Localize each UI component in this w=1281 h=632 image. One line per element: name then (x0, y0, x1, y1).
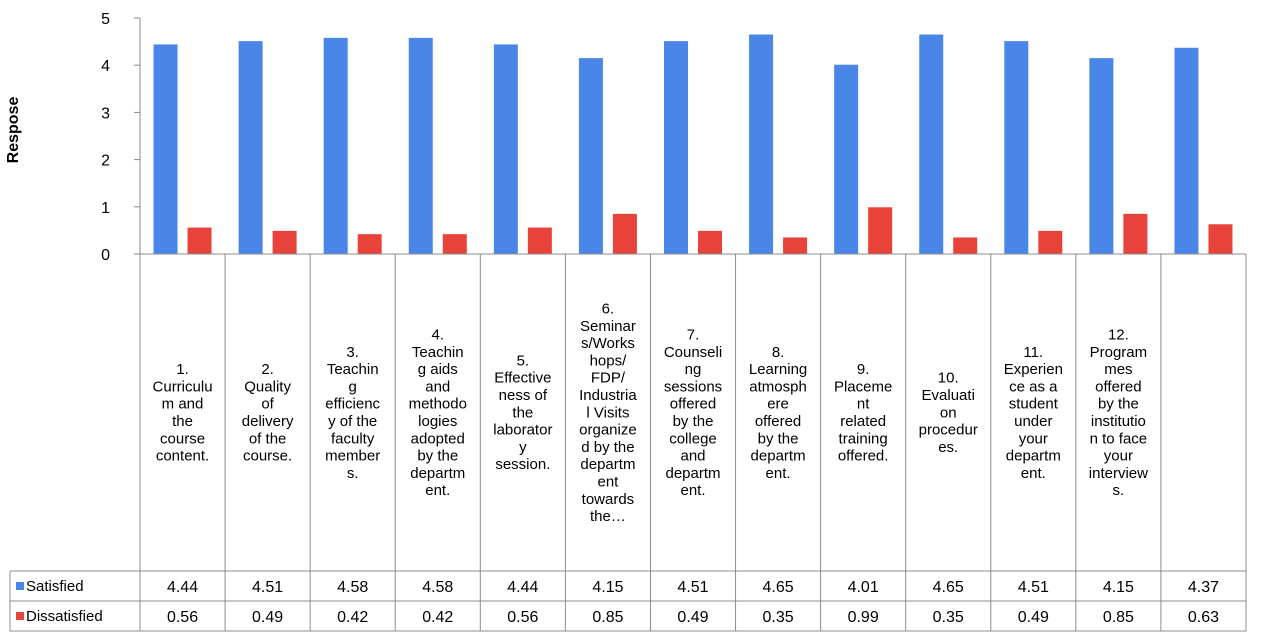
bar-satisfied (834, 64, 859, 254)
y-tick-label: 2 (101, 153, 110, 170)
data-label: 0.56 (167, 609, 198, 626)
bar-satisfied (919, 34, 944, 254)
data-table: 1. Curriculu m and the course content. 2. Quali… (9, 253, 1247, 632)
y-tick-label: 5 (101, 11, 110, 28)
data-label: 4.15 (1103, 579, 1134, 596)
y-tick-label: 0 (101, 247, 110, 264)
data-label: 0.49 (1018, 609, 1049, 626)
bar-dissatisfied (187, 227, 212, 254)
data-label: 4.37 (1188, 579, 1219, 596)
data-label: 4.01 (848, 579, 879, 596)
bars (153, 34, 1233, 255)
data-label: 0.56 (507, 609, 538, 626)
category-label: 3. Teachin g efficienc y of the faculty member… (325, 344, 380, 482)
data-label: 4.65 (933, 579, 964, 596)
bar-satisfied (578, 58, 603, 255)
bar-satisfied (749, 34, 774, 254)
y-axis-label: Respose (5, 97, 22, 164)
category-label: 8. Learning atmosph ere offered by the departm… (749, 344, 807, 482)
data-label: 0.85 (592, 609, 623, 626)
category-label: 7. Counseli ng sessions offered by the college… (664, 326, 722, 499)
category-label: 12. Program mes offered by the institutio n to… (1089, 326, 1148, 499)
data-label: 0.63 (1188, 609, 1219, 626)
bar-dissatisfied (953, 237, 978, 254)
legend-swatch-dissatisfied (16, 612, 24, 620)
bar-dissatisfied (357, 234, 382, 254)
bar-satisfied (1004, 41, 1029, 255)
category-label: 9. Placeme nt related training offered. (834, 361, 892, 465)
bar-satisfied (493, 44, 518, 254)
y-tick-label: 4 (101, 58, 110, 75)
legend-label-satisfied: Satisfied (26, 578, 84, 595)
data-label: 4.58 (422, 579, 453, 596)
category-label: 6. Seminar s/Works hops/FDP/Industria l Visi… (579, 301, 637, 526)
y-axis: 0 1 2 3 4 5 (101, 11, 141, 264)
legend-label-dissatisfied: Dissatisfied (26, 608, 103, 625)
data-label: 4.44 (507, 579, 538, 596)
data-label: 4.15 (592, 579, 623, 596)
data-label: 0.49 (677, 609, 708, 626)
bar-satisfied (664, 41, 688, 255)
bar-dissatisfied (1038, 230, 1063, 254)
category-label: 1. Curriculu m and the course content. (153, 361, 213, 465)
category-label: 4. Teachin g aids and methodo logies adopted by… (409, 326, 467, 499)
bar-dissatisfied (527, 227, 552, 254)
bar-satisfied (238, 41, 263, 255)
bar-dissatisfied (272, 230, 297, 254)
data-label: 0.42 (422, 609, 453, 626)
data-label: 0.49 (252, 609, 283, 626)
data-label: 4.51 (252, 579, 283, 596)
data-label: 4.51 (1018, 579, 1049, 596)
legend-swatch-satisfied (16, 582, 24, 590)
bar-dissatisfied (442, 234, 467, 254)
bar-satisfied (323, 37, 348, 254)
category-label: 2. Quality of delivery of the course. (242, 361, 294, 465)
data-label: 4.51 (677, 579, 708, 596)
data-label: 0.99 (848, 609, 879, 626)
data-label: 4.44 (167, 579, 198, 596)
bar-dissatisfied (1208, 224, 1233, 254)
category-label: 11. Experien ce as a student under your depart… (1004, 344, 1063, 482)
bar-dissatisfied (868, 207, 893, 254)
bar-satisfied (1174, 47, 1199, 255)
bar-satisfied (153, 44, 178, 254)
y-tick-label: 3 (101, 105, 110, 122)
data-label: 0.35 (933, 609, 964, 626)
bar-satisfied (1089, 58, 1114, 255)
bar-dissatisfied (698, 230, 722, 254)
category-label: 10. Evaluati on procedur es. (919, 370, 978, 456)
data-label: 4.65 (763, 579, 794, 596)
bar-dissatisfied (612, 213, 637, 254)
y-tick-label: 1 (101, 200, 110, 217)
data-label: 4.58 (337, 579, 368, 596)
data-label: 0.35 (763, 609, 794, 626)
bar-dissatisfied (783, 237, 808, 254)
data-label: 0.85 (1103, 609, 1134, 626)
bar-dissatisfied (1123, 213, 1148, 254)
category-label: 5. Effective ness of the laborator y session. (493, 352, 552, 473)
data-label: 0.42 (337, 609, 368, 626)
bar-satisfied (408, 37, 433, 254)
